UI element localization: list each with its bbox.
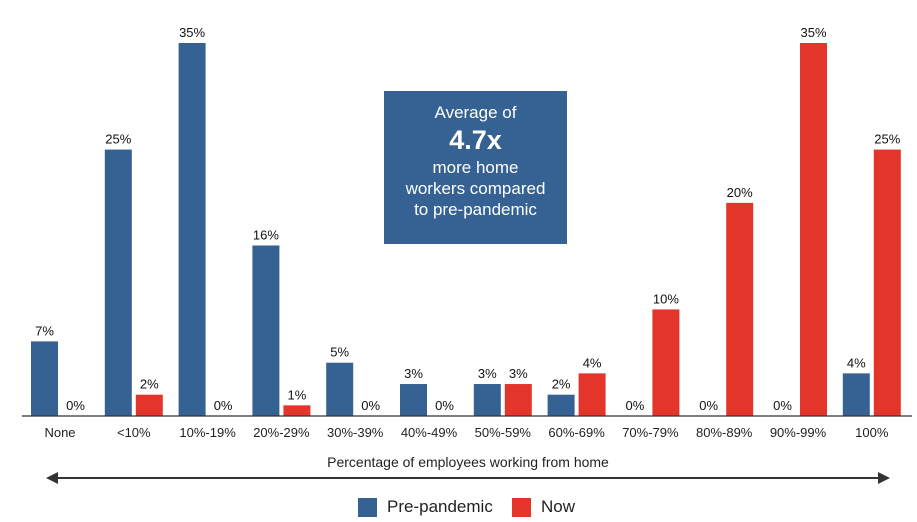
value-label-pre-pandemic-0: 7% xyxy=(35,323,54,338)
value-label-pre-pandemic-1: 25% xyxy=(105,132,131,147)
value-label-pre-pandemic-4: 5% xyxy=(330,345,349,360)
category-label-5: 40%-49% xyxy=(401,425,458,440)
bar-now-1 xyxy=(135,394,163,416)
category-label-6: 50%-59% xyxy=(475,425,532,440)
bar-now-6 xyxy=(504,384,532,416)
value-label-now-0: 0% xyxy=(66,398,85,413)
category-label-8: 70%-79% xyxy=(622,425,679,440)
bar-now-3 xyxy=(283,405,311,416)
value-label-pre-pandemic-11: 4% xyxy=(847,355,866,370)
category-label-7: 60%-69% xyxy=(548,425,605,440)
value-label-now-4: 0% xyxy=(361,398,380,413)
category-label-0: None xyxy=(44,425,75,440)
value-label-now-10: 35% xyxy=(800,25,826,40)
value-label-pre-pandemic-9: 0% xyxy=(699,398,718,413)
callout-line-4: to pre-pandemic xyxy=(414,200,537,219)
value-label-pre-pandemic-7: 2% xyxy=(552,377,571,392)
value-label-now-11: 25% xyxy=(874,132,900,147)
callout-highlight: 4.7x xyxy=(449,125,502,155)
value-label-now-9: 20% xyxy=(727,185,753,200)
category-label-4: 30%-39% xyxy=(327,425,384,440)
average-callout-box: Average of 4.7x more home workers compar… xyxy=(384,91,567,244)
value-label-pre-pandemic-6: 3% xyxy=(478,366,497,381)
value-label-pre-pandemic-10: 0% xyxy=(773,398,792,413)
legend-item-now: Now xyxy=(512,497,575,517)
value-label-pre-pandemic-5: 3% xyxy=(404,366,423,381)
bar-now-11 xyxy=(873,149,901,417)
value-label-now-7: 4% xyxy=(583,355,602,370)
bar-pre-pandemic-7 xyxy=(547,394,575,416)
value-label-now-1: 2% xyxy=(140,377,159,392)
bar-pre-pandemic-2 xyxy=(178,43,206,416)
category-label-9: 80%-89% xyxy=(696,425,753,440)
axis-arrow xyxy=(46,472,890,484)
bars-layer xyxy=(31,43,901,417)
legend: Pre-pandemic Now xyxy=(0,497,917,521)
bar-pre-pandemic-4 xyxy=(326,362,354,416)
category-label-11: 100% xyxy=(855,425,889,440)
legend-label-now: Now xyxy=(541,497,576,516)
value-label-now-6: 3% xyxy=(509,366,528,381)
callout-line-2: more home xyxy=(432,158,519,177)
bar-pre-pandemic-0 xyxy=(31,341,58,416)
value-label-now-8: 10% xyxy=(653,291,679,306)
bar-now-9 xyxy=(726,202,754,416)
value-labels-layer: 7% 0% 25% 2% 35% 0% 16% 1% 5% 0% 3% 0% 3% 3% 2% 4% 0% 10%… xyxy=(35,25,901,413)
bar-now-7 xyxy=(578,373,606,416)
bar-pre-pandemic-5 xyxy=(400,384,427,416)
bar-now-8 xyxy=(652,309,680,416)
bar-now-10 xyxy=(800,43,827,416)
category-label-3: 20%-29% xyxy=(253,425,310,440)
value-label-pre-pandemic-3: 16% xyxy=(253,227,279,242)
bar-pre-pandemic-11 xyxy=(842,373,870,416)
bar-pre-pandemic-1 xyxy=(104,149,132,417)
callout-line-3: workers compared xyxy=(405,179,546,198)
bar-pre-pandemic-3 xyxy=(252,245,280,416)
bar-pre-pandemic-6 xyxy=(473,384,501,416)
category-label-10: 90%-99% xyxy=(770,425,827,440)
legend-item-pre-pandemic: Pre-pandemic xyxy=(358,497,493,517)
callout-line-1: Average of xyxy=(434,103,517,122)
legend-label-pre-pandemic: Pre-pandemic xyxy=(387,497,493,516)
value-label-now-2: 0% xyxy=(214,398,233,413)
value-label-now-5: 0% xyxy=(435,398,454,413)
value-label-pre-pandemic-2: 35% xyxy=(179,25,205,40)
category-label-1: <10% xyxy=(117,425,151,440)
legend-swatch-pre-pandemic xyxy=(358,497,377,517)
category-labels-layer: None <10% 10%-19% 20%-29% 30%-39% 40%-49% 50%-… xyxy=(44,425,888,440)
value-label-pre-pandemic-8: 0% xyxy=(626,398,645,413)
bar-chart: 7% 0% 25% 2% 35% 0% 16% 1% 5% 0% 3% 0% 3% 3% 2% 4% 0% 10%… xyxy=(22,25,912,484)
category-label-2: 10%-19% xyxy=(179,425,236,440)
x-axis-title: Percentage of employees working from hom… xyxy=(327,454,609,470)
value-label-now-3: 1% xyxy=(288,387,307,402)
legend-swatch-now xyxy=(512,497,531,517)
